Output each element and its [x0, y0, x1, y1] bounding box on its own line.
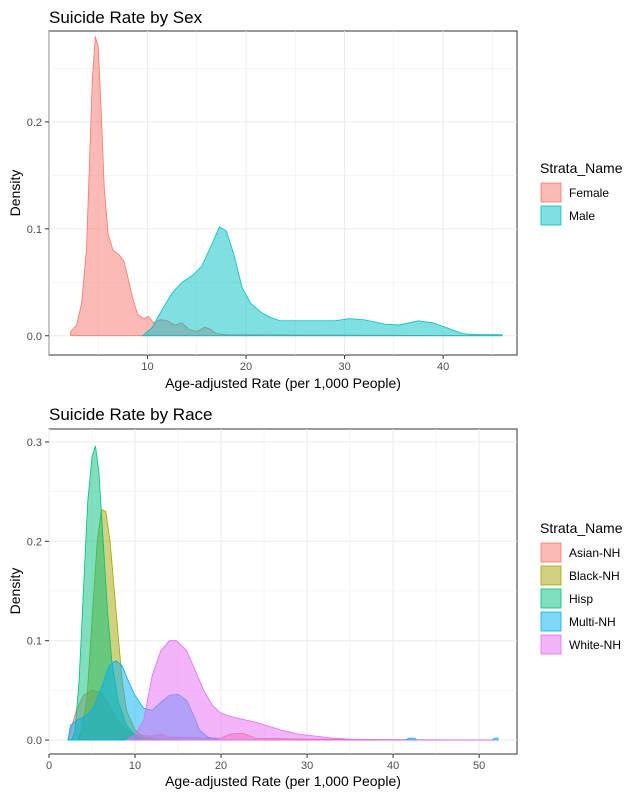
- chart-panel-race: Suicide Rate by Race 0 10 20 30 40 50 0.0 0.1 0…: [0, 398, 640, 796]
- x-tick-label: 40: [387, 760, 399, 772]
- chart-title: Suicide Rate by Sex: [49, 8, 203, 27]
- y-axis-ticks: 0.0 0.1 0.2: [27, 117, 49, 343]
- legend-key: [540, 588, 562, 609]
- density-areas: [70, 36, 503, 337]
- y-tick-label: 0.2: [27, 117, 42, 129]
- y-axis-title: Density: [7, 170, 23, 217]
- density-area-male: [141, 226, 503, 337]
- x-tick-label: 40: [437, 361, 449, 373]
- chart-svg-race: Suicide Rate by Race 0 10 20 30 40 50 0.00.10…: [7, 405, 623, 789]
- y-tick-label: 0.0: [27, 735, 42, 747]
- legend-key: [540, 565, 562, 586]
- x-axis-ticks: 10 20 30 40: [141, 355, 449, 373]
- x-tick-label: 50: [473, 760, 485, 772]
- chart-panel-sex: Suicide Rate by Sex 10 20 30 40 0.0 0.1 0.2 A…: [7, 8, 623, 391]
- y-axis-title: Density: [7, 568, 23, 615]
- y-tick-label: 0.2: [27, 536, 42, 548]
- legend-label: Asian-NH: [569, 546, 620, 560]
- density-area-white-nh: [124, 640, 497, 741]
- x-tick-label: 10: [141, 361, 153, 373]
- legend: Strata_Name Asian-NH Black-NH Hisp Multi-NH…: [540, 520, 623, 655]
- y-tick-label: 0.3: [27, 437, 42, 449]
- x-tick-label: 20: [240, 361, 252, 373]
- x-tick-label: 30: [338, 361, 350, 373]
- legend-key: [540, 205, 562, 226]
- y-tick-label: 0.1: [27, 636, 42, 648]
- legend: Strata_Name Female Male: [540, 160, 623, 226]
- legend-label: Male: [569, 209, 595, 223]
- y-tick-label: 0.0: [27, 331, 42, 343]
- legend-key: [540, 542, 562, 563]
- chart-title: Suicide Rate by Race: [49, 405, 212, 424]
- density-areas: [67, 445, 499, 741]
- x-tick-label: 0: [46, 760, 52, 772]
- legend-key: [540, 611, 562, 632]
- x-axis-ticks: 0 10 20 30 40 50: [46, 754, 485, 772]
- x-axis-title: Age-adjusted Rate (per 1,000 People): [165, 375, 401, 391]
- legend-label: Hisp: [569, 592, 593, 606]
- x-tick-label: 10: [129, 760, 141, 772]
- legend-key: [540, 634, 562, 655]
- legend-items: Asian-NH Black-NH Hisp Multi-NH White-NH: [540, 542, 621, 655]
- legend-key: [540, 182, 562, 203]
- y-axis-ticks: 0.0 0.1 0.2 0.3: [27, 437, 49, 747]
- legend-label: White-NH: [569, 638, 621, 652]
- chart-svg-sex: Suicide Rate by Sex 10 20 30 40 0.0 0.1 0.2 A…: [7, 8, 623, 391]
- legend-label: Multi-NH: [569, 615, 616, 629]
- y-tick-label: 0.1: [27, 224, 42, 236]
- x-tick-label: 20: [215, 760, 227, 772]
- legend-title: Strata_Name: [540, 160, 623, 176]
- x-tick-label: 30: [301, 760, 313, 772]
- legend-title: Strata_Name: [540, 520, 623, 536]
- legend-label: Black-NH: [569, 569, 620, 583]
- legend-label: Female: [569, 186, 609, 200]
- x-axis-title: Age-adjusted Rate (per 1,000 People): [165, 773, 401, 789]
- legend-items: Female Male: [540, 182, 609, 226]
